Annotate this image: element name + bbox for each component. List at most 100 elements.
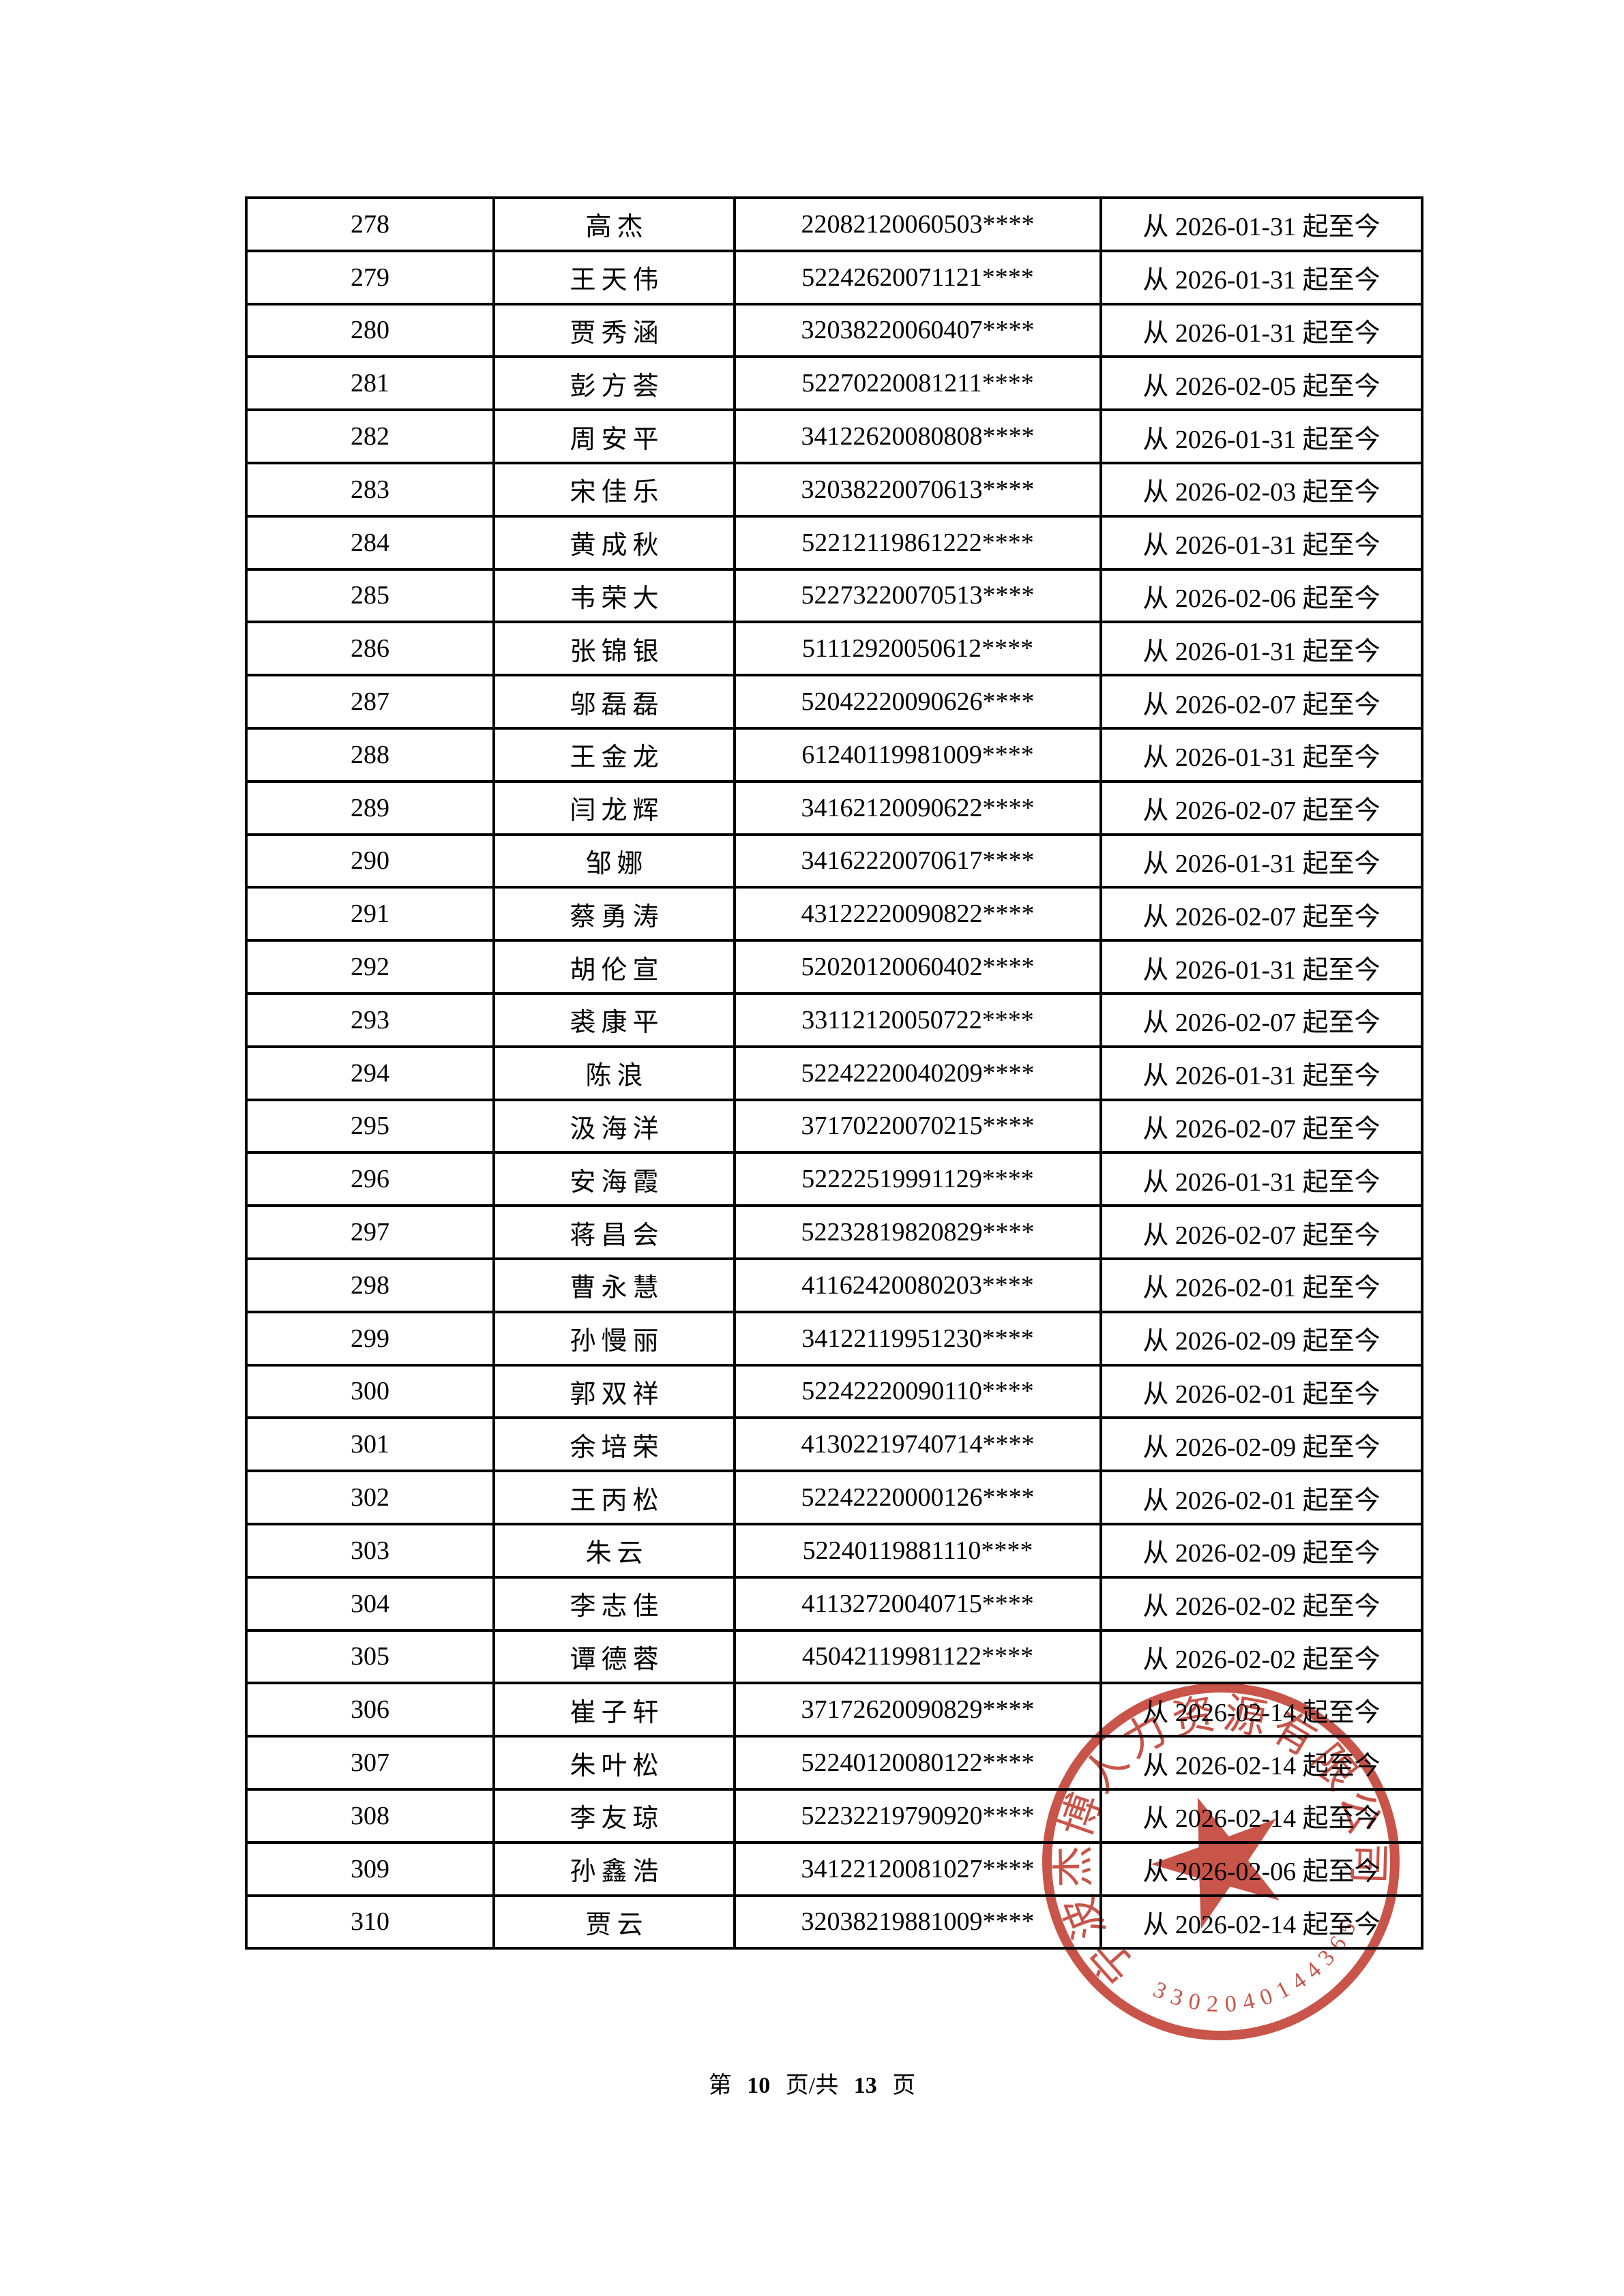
table-row: 280 贾秀涵 32038220060407**** 从 2026-01-31 起至今 xyxy=(245,302,1423,359)
table-row: 279 王天伟 52242620071121**** 从 2026-01-31 起至今 xyxy=(245,249,1423,305)
cell-id: 37172620090829**** xyxy=(733,1682,1102,1738)
cell-period: 从 2026-01-31 起至今 xyxy=(1099,302,1423,359)
table-row: 297 蒋昌会 52232819820829**** 从 2026-02-07 起至今 xyxy=(245,1204,1423,1260)
cell-seq: 294 xyxy=(245,1045,495,1101)
cell-name: 贾云 xyxy=(492,1894,736,1950)
table-row: 291 蔡勇涛 43122220090822**** 从 2026-02-07 起至今 xyxy=(245,886,1423,942)
cell-name: 蔡勇涛 xyxy=(492,886,736,942)
cell-period: 从 2026-01-31 起至今 xyxy=(1099,408,1423,464)
cell-seq: 281 xyxy=(245,355,495,412)
cell-name: 胡伦宣 xyxy=(492,939,736,995)
table-row: 294 陈浪 52242220040209**** 从 2026-01-31 起至今 xyxy=(245,1045,1423,1101)
table-row: 301 余培荣 41302219740714**** 从 2026-02-09 起至今 xyxy=(245,1416,1423,1473)
cell-id: 34122620080808**** xyxy=(733,408,1102,464)
cell-seq: 297 xyxy=(245,1204,495,1260)
cell-period: 从 2026-01-31 起至今 xyxy=(1099,833,1423,889)
cell-id: 37170220070215**** xyxy=(733,1098,1102,1154)
cell-seq: 302 xyxy=(245,1470,495,1525)
cell-id: 61240119981009**** xyxy=(733,726,1102,783)
cell-name: 陈浪 xyxy=(492,1045,736,1101)
table-row: 287 邬磊磊 52042220090626**** 从 2026-02-07 起至今 xyxy=(245,674,1423,730)
cell-seq: 301 xyxy=(245,1416,495,1473)
cell-seq: 295 xyxy=(245,1098,495,1154)
cell-period: 从 2026-01-31 起至今 xyxy=(1099,726,1423,783)
table-row: 284 黄成秋 52212119861222**** 从 2026-01-31 起至今 xyxy=(245,514,1423,571)
cell-id: 52042220090626**** xyxy=(733,674,1102,730)
cell-period: 从 2026-02-01 起至今 xyxy=(1099,1257,1423,1313)
cell-seq: 300 xyxy=(245,1363,495,1420)
cell-seq: 286 xyxy=(245,621,495,677)
roster-table-body: 278 高杰 22082120060503**** 从 2026-01-31 起至今 2… xyxy=(245,196,1423,1950)
cell-name: 贾秀涵 xyxy=(492,302,736,359)
table-row: 298 曹永慧 41162420080203**** 从 2026-02-01 起至今 xyxy=(245,1257,1423,1313)
cell-name: 李志佳 xyxy=(492,1575,736,1632)
cell-id: 41162420080203**** xyxy=(733,1257,1102,1313)
cell-id: 52020120060402**** xyxy=(733,939,1102,995)
cell-name: 曹永慧 xyxy=(492,1257,736,1313)
table-row: 308 李友琼 52232219790920**** 从 2026-02-14 起至今 xyxy=(245,1787,1423,1844)
cell-id: 34122119951230**** xyxy=(733,1310,1102,1367)
cell-seq: 298 xyxy=(245,1257,495,1313)
cell-name: 谭德蓉 xyxy=(492,1628,736,1685)
cell-id: 52232219790920**** xyxy=(733,1787,1102,1844)
cell-seq: 283 xyxy=(245,461,495,518)
cell-name: 孙鑫浩 xyxy=(492,1840,736,1897)
cell-period: 从 2026-01-31 起至今 xyxy=(1099,514,1423,571)
cell-seq: 293 xyxy=(245,992,495,1048)
table-row: 299 孙慢丽 34122119951230**** 从 2026-02-09 起至今 xyxy=(245,1310,1423,1367)
cell-id: 52242220040209**** xyxy=(733,1045,1102,1101)
cell-period: 从 2026-02-14 起至今 xyxy=(1099,1894,1423,1950)
cell-name: 王天伟 xyxy=(492,249,736,305)
cell-name: 朱叶松 xyxy=(492,1735,736,1791)
cell-name: 王金龙 xyxy=(492,726,736,783)
cell-period: 从 2026-02-05 起至今 xyxy=(1099,355,1423,412)
table-row: 303 朱云 52240119881110**** 从 2026-02-09 起至今 xyxy=(245,1522,1423,1579)
cell-name: 安海霞 xyxy=(492,1151,736,1208)
page-footer: 第 10 页/共 13 页 xyxy=(0,2066,1624,2100)
cell-period: 从 2026-02-14 起至今 xyxy=(1099,1787,1423,1844)
cell-period: 从 2026-02-06 起至今 xyxy=(1099,567,1423,624)
cell-period: 从 2026-02-07 起至今 xyxy=(1099,779,1423,836)
cell-seq: 305 xyxy=(245,1628,495,1685)
cell-period: 从 2026-01-31 起至今 xyxy=(1099,1151,1423,1208)
cell-name: 汲海洋 xyxy=(492,1098,736,1154)
footer-label-end: 页 xyxy=(892,2073,916,2098)
cell-period: 从 2026-02-07 起至今 xyxy=(1099,886,1423,942)
cell-name: 裘康平 xyxy=(492,992,736,1048)
table-row: 293 裘康平 33112120050722**** 从 2026-02-07 起至今 xyxy=(245,992,1423,1048)
cell-period: 从 2026-02-07 起至今 xyxy=(1099,1098,1423,1154)
cell-period: 从 2026-02-06 起至今 xyxy=(1099,1840,1423,1897)
cell-name: 闫龙辉 xyxy=(492,779,736,836)
cell-period: 从 2026-02-07 起至今 xyxy=(1099,992,1423,1048)
cell-seq: 280 xyxy=(245,302,495,359)
cell-period: 从 2026-02-07 起至今 xyxy=(1099,1204,1423,1260)
table-row: 296 安海霞 52222519991129**** 从 2026-01-31 起至今 xyxy=(245,1151,1423,1208)
cell-seq: 289 xyxy=(245,779,495,836)
cell-seq: 285 xyxy=(245,567,495,624)
cell-name: 张锦银 xyxy=(492,621,736,677)
cell-name: 余培荣 xyxy=(492,1416,736,1473)
cell-id: 32038220070613**** xyxy=(733,461,1102,518)
cell-seq: 309 xyxy=(245,1840,495,1897)
cell-seq: 288 xyxy=(245,726,495,783)
cell-seq: 284 xyxy=(245,514,495,571)
cell-id: 43122220090822**** xyxy=(733,886,1102,942)
cell-id: 52270220081211**** xyxy=(733,355,1102,412)
cell-name: 王丙松 xyxy=(492,1470,736,1525)
cell-id: 51112920050612**** xyxy=(733,621,1102,677)
table-row: 305 谭德蓉 45042119981122**** 从 2026-02-02 起至今 xyxy=(245,1628,1423,1685)
cell-id: 41132720040715**** xyxy=(733,1575,1102,1632)
cell-name: 周安平 xyxy=(492,408,736,464)
footer-total-pages: 13 xyxy=(853,2073,877,2098)
cell-id: 41302219740714**** xyxy=(733,1416,1102,1473)
cell-period: 从 2026-02-09 起至今 xyxy=(1099,1416,1423,1473)
cell-seq: 304 xyxy=(245,1575,495,1632)
table-row: 283 宋佳乐 32038220070613**** 从 2026-02-03 起至今 xyxy=(245,461,1423,518)
cell-period: 从 2026-02-09 起至今 xyxy=(1099,1522,1423,1579)
cell-period: 从 2026-02-01 起至今 xyxy=(1099,1470,1423,1525)
cell-id: 34122120081027**** xyxy=(733,1840,1102,1897)
cell-id: 34162220070617**** xyxy=(733,833,1102,889)
table-row: 302 王丙松 52242220000126**** 从 2026-02-01 起至今 xyxy=(245,1470,1423,1525)
cell-period: 从 2026-02-14 起至今 xyxy=(1099,1682,1423,1738)
